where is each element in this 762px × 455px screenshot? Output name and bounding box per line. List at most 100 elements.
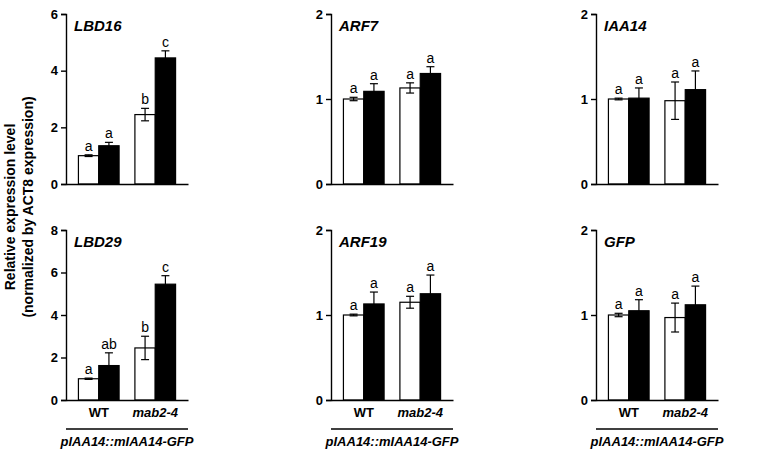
y-tick-label: 0 (581, 177, 588, 192)
x-axis-line (332, 400, 454, 401)
y-tick-mark (326, 230, 331, 231)
significance-letter: a (406, 66, 414, 82)
bar (155, 284, 175, 400)
error-cap (691, 323, 699, 324)
y-tick: 1 (316, 308, 331, 323)
error-cap (671, 303, 679, 304)
plot-area (78, 51, 175, 184)
x-axis-line (597, 184, 719, 185)
significance-letter: c (162, 259, 169, 275)
plot-area (78, 276, 175, 400)
x-axis-line (67, 400, 189, 401)
error-cap (161, 292, 169, 293)
figure: abac0246LBD16Relative expression level(n… (0, 0, 762, 455)
y-tick-mark (61, 14, 66, 15)
y-tick: 8 (51, 223, 66, 238)
significance-letter: a (85, 361, 93, 377)
panel: aaaa012WTmab2-4ARF19pIAA14::mIAA14-GFP (316, 223, 459, 449)
error-line (638, 300, 639, 322)
panel: abac0246LBD16 (51, 7, 189, 192)
bar (400, 88, 420, 184)
bar (420, 74, 440, 185)
error-cap (85, 379, 93, 380)
error-bar (671, 82, 679, 119)
error-line (165, 276, 166, 293)
y-tick-label: 0 (316, 393, 323, 408)
y-axis: 0 1 2 (581, 223, 597, 408)
error-cap (406, 296, 414, 297)
error-cap (85, 378, 93, 379)
y-tick: 4 (51, 308, 66, 323)
error-cap (426, 66, 434, 67)
error-line (373, 292, 374, 316)
x-tick-label: WT (619, 405, 639, 420)
y-tick: 0 (316, 177, 331, 192)
y-tick-label: 0 (316, 177, 323, 192)
error-cap (370, 83, 378, 84)
y-tick-label: 2 (51, 120, 58, 135)
x-axis: WTmab2-4 (332, 400, 454, 420)
y-tick-mark (61, 400, 66, 401)
panel-title: LBD16 (74, 17, 122, 34)
error-line (165, 51, 166, 65)
y-tick-label: 2 (581, 223, 588, 238)
y-tick: 2 (581, 223, 596, 238)
y-tick-mark (61, 357, 66, 358)
significance-letter: a (671, 65, 679, 81)
y-axis-title: (normalized by ACT8 expression) (20, 96, 36, 317)
error-cap (370, 315, 378, 316)
y-axis-line (591, 15, 597, 185)
bar (608, 99, 628, 184)
error-line (674, 303, 675, 332)
error-cap (350, 314, 358, 315)
x-axis-title: pIAA14::mIAA14-GFP (60, 434, 194, 449)
xlabel-rule (66, 428, 188, 429)
error-cap (691, 108, 699, 109)
y-tick-label: 2 (316, 223, 323, 238)
error-cap (350, 315, 358, 316)
plot-area (608, 286, 705, 400)
y-axis: 012 (581, 7, 597, 192)
bar (155, 58, 175, 184)
error-cap (161, 50, 169, 51)
y-tick-mark (591, 315, 596, 316)
error-bar (635, 88, 643, 108)
plot-area (608, 71, 705, 184)
error-bar (370, 84, 378, 99)
significance-letter: a (692, 54, 700, 70)
error-cap (406, 92, 414, 93)
y-tick-label: 6 (51, 265, 58, 280)
y-tick: 0 (51, 177, 66, 192)
error-bar (85, 155, 93, 157)
y-tick: 2 (316, 7, 331, 22)
y-tick-label: 8 (51, 223, 58, 238)
y-tick: 2 (581, 7, 596, 22)
y-tick: 0 (316, 393, 331, 408)
significance-letter: a (105, 125, 113, 141)
y-tick-mark (326, 14, 331, 15)
y-tick: 0 (51, 393, 66, 408)
error-line (108, 353, 109, 379)
error-cap (105, 352, 113, 353)
x-axis (332, 184, 454, 186)
error-cap (85, 154, 93, 155)
significance-letter: a (635, 283, 643, 299)
error-cap (615, 99, 623, 100)
y-tick-mark (61, 315, 66, 316)
significance-letter: a (427, 50, 435, 66)
y-tick-label: 2 (316, 7, 323, 22)
error-cap (426, 312, 434, 313)
significance-letter: a (615, 296, 623, 312)
y-axis-line (61, 15, 67, 185)
error-cap (105, 149, 113, 150)
error-bar (105, 142, 113, 149)
y-tick: 1 (581, 308, 596, 323)
error-bar (691, 71, 699, 108)
y-tick-mark (61, 127, 66, 128)
error-cap (635, 299, 643, 300)
bar (364, 91, 384, 184)
x-axis: WTmab2-4 (67, 400, 189, 420)
y-tick: 0 (581, 393, 596, 408)
y-tick-label: 6 (51, 7, 58, 22)
y-tick: 1 (316, 92, 331, 107)
